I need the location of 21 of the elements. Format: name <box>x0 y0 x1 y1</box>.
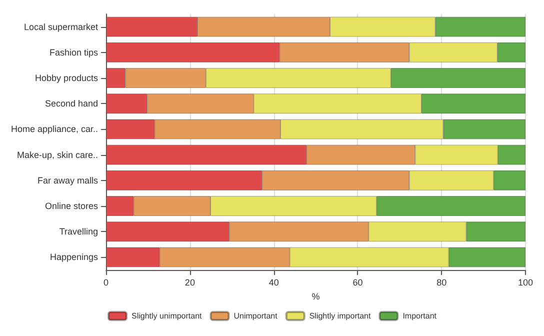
y-tick-label: Travelling <box>59 226 98 237</box>
y-tick-label: Local supermarket <box>24 22 99 32</box>
x-tick-label: 40 <box>268 278 279 288</box>
x-tick-label: 20 <box>184 278 195 288</box>
y-tick-label: Hobby products <box>35 73 99 83</box>
x-tick-label: 100 <box>518 278 534 288</box>
y-tick-label: Second hand <box>45 98 98 109</box>
legend-label: Important <box>402 312 438 320</box>
y-tick-label: Make-up, skin care.. <box>17 150 98 160</box>
legend-label: Slightly unimportant <box>132 312 203 320</box>
x-tick-label: 60 <box>352 278 363 288</box>
y-tick-label: Happenings <box>50 252 99 262</box>
y-tick-label: Online stores <box>45 201 99 211</box>
y-tick-label: Fashion tips <box>50 47 99 58</box>
legend-label: Slightly important <box>309 312 372 320</box>
y-tick-label: Far away malls <box>38 175 99 186</box>
y-tick-label: Home appliance, car.. <box>11 124 98 134</box>
x-axis-title: % <box>312 292 320 302</box>
x-tick-label: 0 <box>104 278 109 288</box>
x-tick-label: 80 <box>436 278 447 288</box>
legend-label: Unimportant <box>234 312 278 320</box>
